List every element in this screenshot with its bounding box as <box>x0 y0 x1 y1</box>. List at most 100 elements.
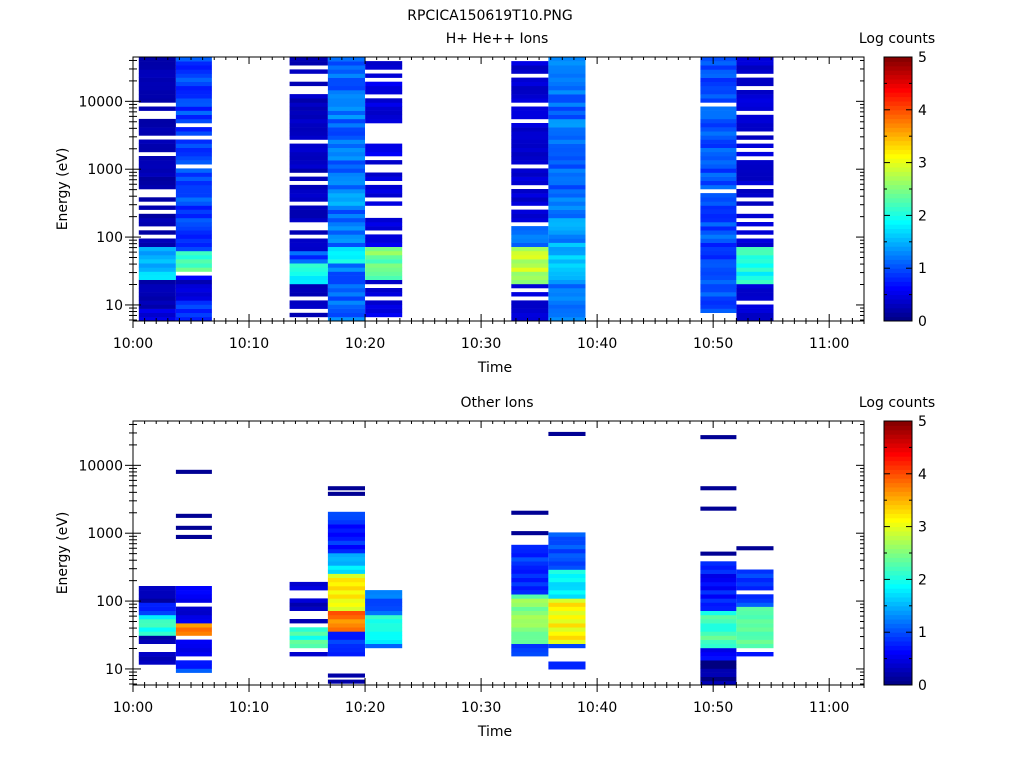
spectrogram-cell <box>548 176 586 181</box>
spectrogram-cell <box>700 213 737 219</box>
spectrogram-cell <box>548 316 586 322</box>
spectrogram-cell <box>327 486 365 491</box>
spectrogram-cell <box>289 631 328 636</box>
colorbar-tick-label: 2 <box>918 572 927 588</box>
spectrogram-cell <box>327 123 365 128</box>
spectrogram-cell <box>548 131 586 136</box>
spectrogram-cell <box>511 647 549 653</box>
spectrogram-cell <box>700 614 737 620</box>
spectrogram-cell <box>289 271 328 276</box>
spectrogram-cell <box>700 308 737 313</box>
spectrogram-cell <box>365 594 403 599</box>
colorbar-swatch <box>884 215 912 221</box>
spectrogram-cell <box>138 639 176 644</box>
spectrogram-cell <box>327 283 365 289</box>
colorbar-swatch <box>884 601 912 607</box>
spectrogram-cell <box>511 114 549 120</box>
spectrogram-cell <box>289 652 328 657</box>
spectrogram-cell <box>138 267 176 272</box>
colorbar-swatch <box>884 619 912 624</box>
spectrogram-cell <box>365 147 403 153</box>
spectrogram-cell <box>138 627 176 632</box>
colorbar-swatch <box>884 145 912 150</box>
colorbar-swatch <box>884 465 912 470</box>
spectrogram-cell <box>175 246 212 252</box>
spectrogram-cell <box>175 242 212 247</box>
spectrogram-cell <box>700 201 737 206</box>
spectrogram-cell <box>548 594 586 599</box>
spectrogram-cell <box>511 602 549 607</box>
spectrogram-cell <box>327 226 365 231</box>
spectrogram-cell <box>511 135 549 140</box>
colorbar-swatch <box>884 478 912 484</box>
spectrogram-cell <box>736 250 774 256</box>
colorbar-tick-label: 1 <box>918 625 927 641</box>
colorbar-swatch <box>884 636 912 642</box>
x-tick-label: 10:00 <box>113 700 153 716</box>
spectrogram-cell <box>175 102 212 107</box>
spectrogram-cell <box>548 65 586 70</box>
spectrogram-cell <box>289 197 328 202</box>
spectrogram-cell <box>736 193 774 198</box>
colorbar-swatch <box>884 224 912 230</box>
spectrogram-cell <box>511 234 549 239</box>
spectrogram-cell <box>736 180 774 186</box>
spectrogram-cell <box>327 532 365 537</box>
spectrogram-cell <box>548 296 586 301</box>
spectrogram-cell <box>327 164 365 169</box>
colorbar-swatch <box>884 513 912 519</box>
spectrogram-cell <box>511 531 549 536</box>
spectrogram-cell <box>548 242 586 247</box>
colorbar-swatch <box>884 482 912 488</box>
spectrogram-cell <box>736 57 774 62</box>
spectrogram-cell <box>511 643 549 649</box>
spectrogram-cell <box>736 546 774 551</box>
spectrogram-cell <box>289 238 328 243</box>
spectrogram-cell <box>289 123 328 128</box>
spectrogram-cell <box>511 110 549 115</box>
spectrogram-cell <box>175 147 212 153</box>
spectrogram-cell <box>327 292 365 297</box>
colorbar-swatch <box>884 592 912 598</box>
spectrogram-cell <box>548 114 586 120</box>
spectrogram-cell <box>548 197 586 202</box>
colorbar-swatch <box>884 158 912 164</box>
spectrogram-cell <box>365 102 403 107</box>
spectrogram-cell <box>736 643 774 649</box>
colorbar-swatch <box>884 535 912 541</box>
spectrogram-cell <box>511 147 549 153</box>
spectrogram-cell <box>700 643 737 649</box>
spectrogram-cell <box>736 61 774 66</box>
spectrogram-cell <box>511 639 549 644</box>
spectrogram-cell <box>700 127 737 132</box>
spectrogram-cell <box>700 590 737 595</box>
spectrogram-cell <box>327 643 365 649</box>
spectrogram-cell <box>511 226 549 231</box>
spectrogram-cell <box>700 193 737 198</box>
spectrogram-cell <box>327 135 365 140</box>
x-tick-label: 10:20 <box>345 700 385 716</box>
spectrogram-cell <box>138 118 176 124</box>
spectrogram-cell <box>548 135 586 140</box>
spectrogram-cell <box>175 312 212 318</box>
spectrogram-cell <box>511 250 549 256</box>
colorbar-swatch <box>884 246 912 252</box>
colorbar-swatch <box>884 241 912 247</box>
colorbar-swatch <box>884 456 912 462</box>
spectrogram-cell <box>700 106 737 111</box>
colorbar-swatch <box>884 184 912 190</box>
spectrogram-cell <box>700 94 737 99</box>
spectrogram-cell <box>548 234 586 239</box>
spectrogram-cell <box>327 61 365 66</box>
spectrogram-cell <box>511 106 549 111</box>
spectrogram-cell <box>327 602 365 607</box>
spectrogram-cell <box>175 217 212 223</box>
spectrogram-cell <box>365 308 403 313</box>
spectrogram-cell <box>736 230 774 235</box>
spectrogram-cell <box>700 594 737 599</box>
spectrogram-cell <box>365 255 403 260</box>
spectrogram-cell <box>736 598 774 603</box>
spectrogram-cell <box>548 222 586 227</box>
spectrogram-cell <box>511 283 549 289</box>
spectrogram-cell <box>175 127 212 132</box>
